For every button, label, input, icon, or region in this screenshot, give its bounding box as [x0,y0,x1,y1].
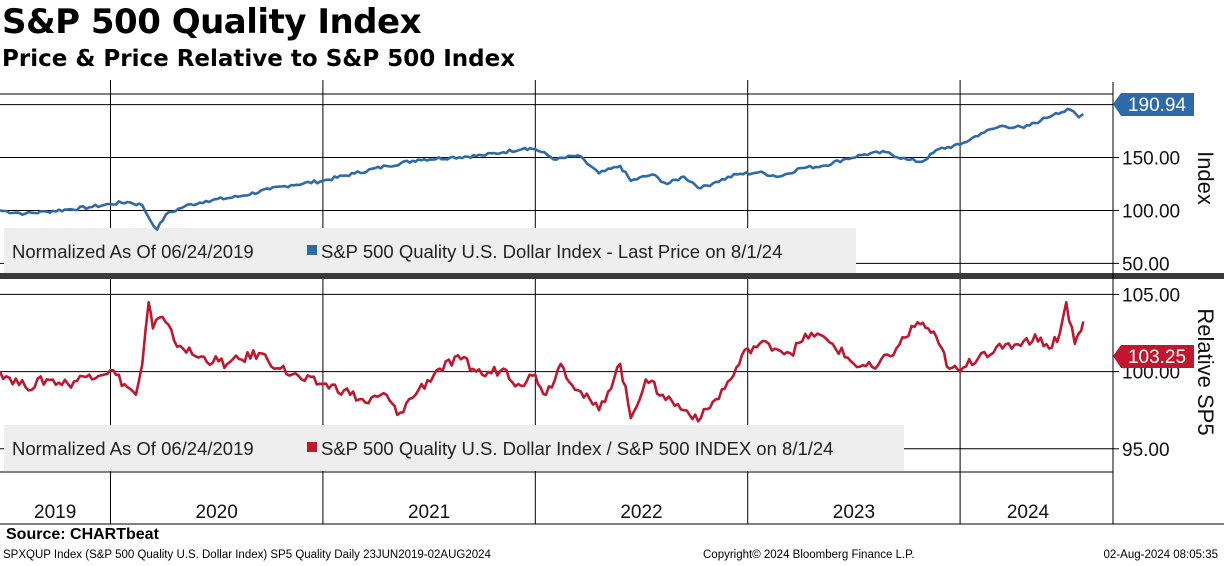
relative-axis-title: Relative SP5 [1193,308,1218,435]
y-tick-label: 150.00 [1122,149,1180,170]
relative-legend-label: S&P 500 Quality U.S. Dollar Index / S&P … [321,438,833,459]
y-tick-label: 50.00 [1122,254,1170,275]
relative-legend-swatch [307,442,317,452]
series-lines [0,107,1085,423]
x-tick-label: 2022 [620,502,662,523]
x-tick-label: 2024 [1007,502,1050,523]
relative-legend-background [4,425,904,471]
price-legend-normalized: Normalized As Of 06/24/2019 [12,241,254,262]
price-legend-background [4,228,856,274]
price-series-line [0,107,1085,231]
footer-copyright: Copyright© 2024 Bloomberg Finance L.P. [703,549,915,561]
x-tick-label: 2020 [196,502,238,523]
price-legend-label: S&P 500 Quality U.S. Dollar Index - Last… [321,241,782,262]
source-note: Source: CHARTbeat [6,526,159,543]
relative-last-value: 103.25 [1128,347,1186,368]
price-legend-swatch [307,245,317,255]
y-tick-label: 100.00 [1122,202,1180,223]
chart-title: S&P 500 Quality Index [2,2,422,42]
x-tick-label: 2023 [833,502,875,523]
chart-subtitle: Price & Price Relative to S&P 500 Index [2,46,516,72]
price-last-value-badge: 190.94 [1113,93,1194,116]
y-tick-label: 95.00 [1122,440,1170,461]
x-tick-label: 2021 [408,502,450,523]
relative-legend-normalized: Normalized As Of 06/24/2019 [12,438,254,459]
panel-divider [0,273,1224,279]
price-last-value: 190.94 [1128,95,1187,116]
x-tick-label: 2019 [34,502,76,523]
y-tick-label: 105.00 [1122,285,1180,306]
footer-timestamp: 02-Aug-2024 08:05:35 [1103,549,1218,561]
footer-series-info: SPXQUP Index (S&P 500 Quality U.S. Dolla… [3,549,491,561]
axis-ticks: 201920202021202220232024200.00150.00100.… [34,96,1180,523]
relative-series-line [0,300,1085,423]
relative-last-value-badge: 103.25 [1113,345,1194,368]
price-axis-title: Index [1193,151,1218,205]
